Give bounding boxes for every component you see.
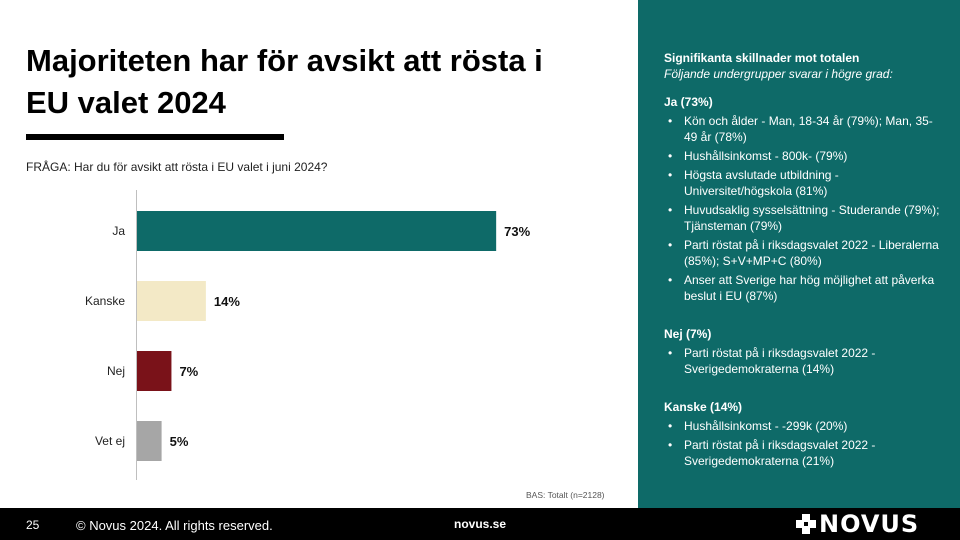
page-number: 25 — [26, 518, 40, 532]
category-label: Nej — [107, 364, 125, 378]
list-item: Parti röstat på i riksdagsvalet 2022 - L… — [664, 237, 940, 269]
group-list: Kön och ålder - Man, 18-34 år (79%); Man… — [664, 113, 940, 304]
value-label: 14% — [214, 294, 240, 309]
group-title: Ja (73%) — [664, 95, 713, 109]
category-label: Kanske — [85, 294, 125, 308]
category-label: Ja — [112, 224, 125, 238]
base-note: BAS: Totalt (n=2128) — [526, 490, 605, 500]
group-list: Hushållsinkomst - -299k (20%) Parti röst… — [664, 418, 940, 469]
category-label: Vet ej — [95, 434, 125, 448]
value-label: 7% — [179, 364, 198, 379]
group-title: Kanske (14%) — [664, 400, 743, 414]
bar-nej — [137, 351, 172, 391]
title-underline — [26, 134, 284, 140]
group-nej: Nej (7%) Parti röstat på i riksdagsvalet… — [664, 326, 940, 377]
group-kanske: Kanske (14%) Hushållsinkomst - -299k (20… — [664, 399, 940, 469]
bar-kanske — [137, 281, 206, 321]
bar-chart: Ja 73% Kanske 14% Nej 7% Vet ej 5% — [85, 190, 531, 480]
group-list: Parti röstat på i riksdagsvalet 2022 - S… — [664, 345, 940, 377]
group-title: Nej (7%) — [664, 327, 712, 341]
panel-heading: Signifikanta skillnader mot totalen — [664, 51, 860, 65]
list-item: Hushållsinkomst - 800k- (79%) — [664, 148, 940, 164]
list-item: Anser att Sverige har hög möjlighet att … — [664, 272, 940, 304]
value-label: 5% — [170, 434, 189, 449]
bar-vet-ej — [137, 421, 162, 461]
copyright-text: © Novus 2024. All rights reserved. — [76, 518, 273, 533]
novus-logo-icon — [796, 514, 816, 534]
slide-title: Majoriteten har för avsikt att rösta i E… — [26, 43, 543, 120]
logo-wordmark: NOVUS — [819, 510, 920, 538]
list-item: Hushållsinkomst - -299k (20%) — [664, 418, 940, 434]
footer-bar: 25 © Novus 2024. All rights reserved. no… — [0, 508, 960, 540]
site-link[interactable]: novus.se — [454, 517, 507, 531]
significance-panel: Signifikanta skillnader mot totalen Följ… — [638, 0, 960, 508]
list-item: Parti röstat på i riksdagsvalet 2022 - S… — [664, 437, 940, 469]
panel-subheading: Följande undergrupper svarar i högre gra… — [664, 67, 893, 81]
value-label: 73% — [504, 224, 530, 239]
novus-logo: NOVUS — [796, 512, 919, 536]
question-text: FRÅGA: Har du för avsikt att rösta i EU … — [26, 160, 328, 174]
list-item: Huvudsaklig sysselsättning - Studerande … — [664, 202, 940, 234]
bar-ja — [137, 211, 497, 251]
list-item: Kön och ålder - Man, 18-34 år (79%); Man… — [664, 113, 940, 145]
group-ja: Ja (73%) Kön och ålder - Man, 18-34 år (… — [664, 94, 940, 304]
list-item: Parti röstat på i riksdagsvalet 2022 - S… — [664, 345, 940, 377]
list-item: Högsta avslutade utbildning - Universite… — [664, 167, 940, 199]
